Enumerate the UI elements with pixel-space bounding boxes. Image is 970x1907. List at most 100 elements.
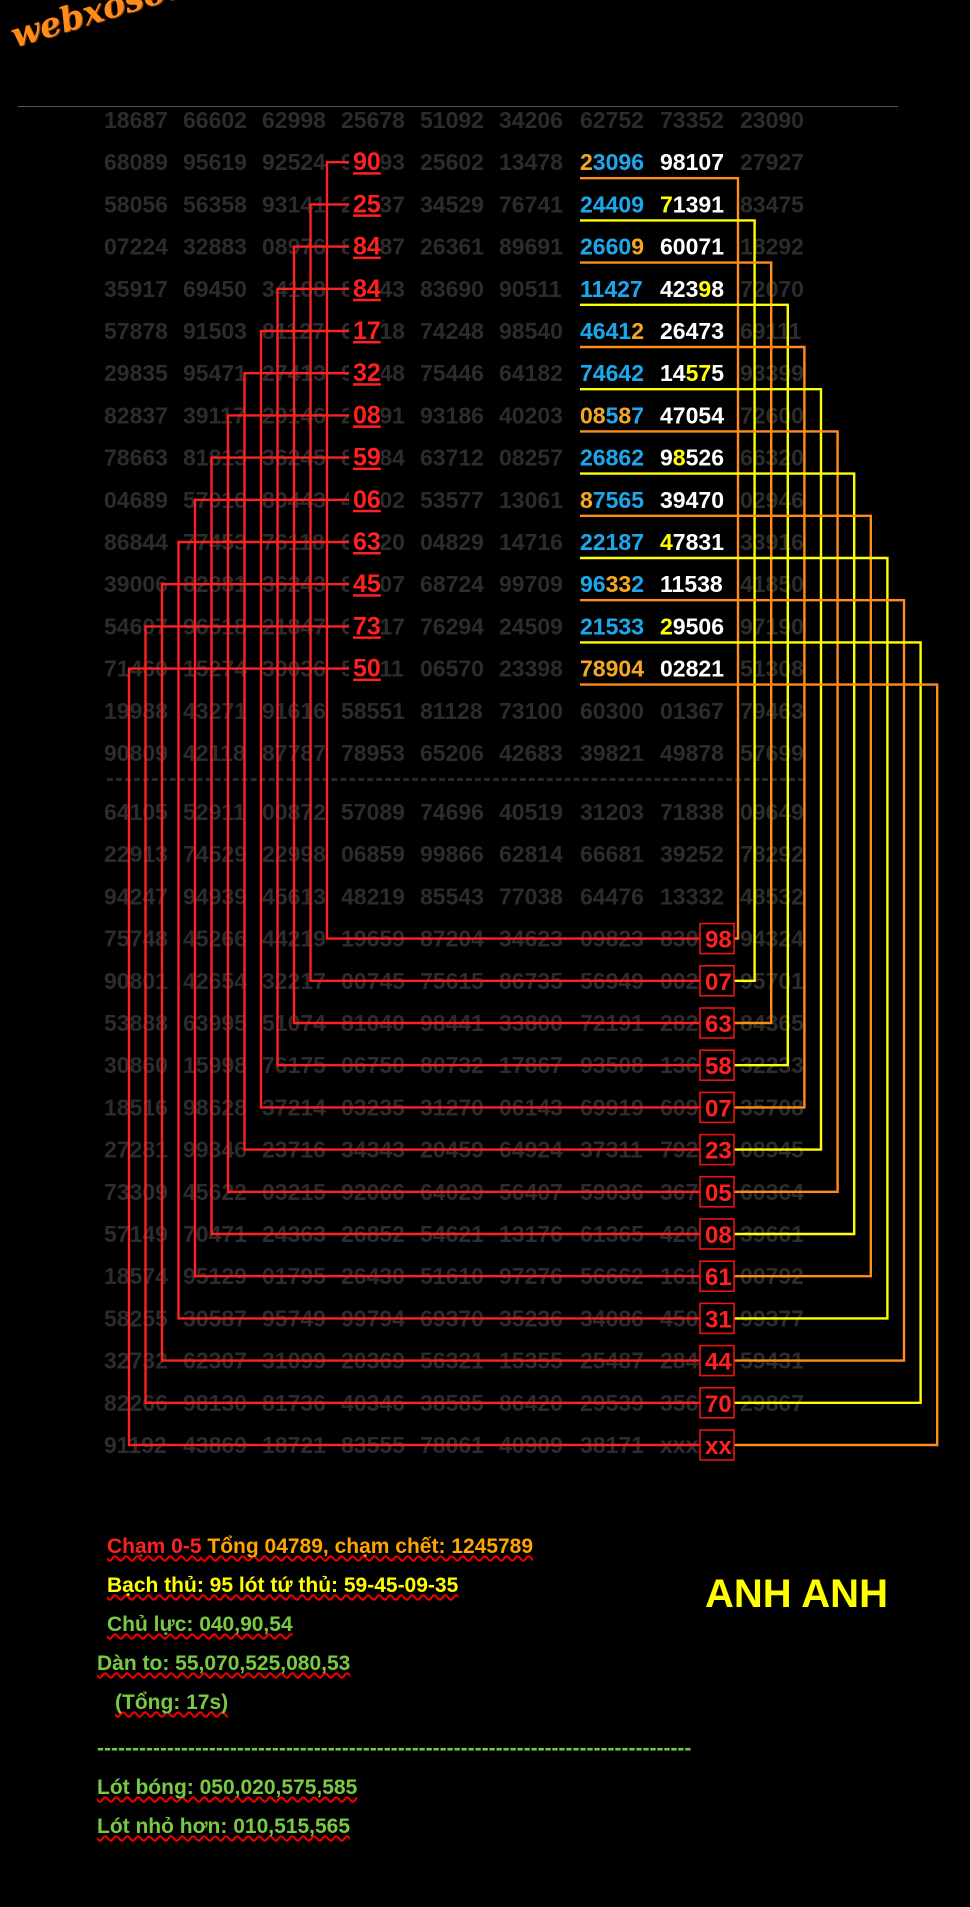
digit: 0	[686, 402, 699, 428]
right-mark: 61	[705, 1264, 732, 1291]
grid-number: 73100	[499, 698, 563, 724]
left-mark: 90	[353, 148, 381, 176]
highlight-number: 74642	[580, 360, 644, 386]
grid-number: 13478	[499, 149, 563, 175]
connector-line	[259, 329, 700, 1109]
grid-number: 78953	[341, 740, 405, 766]
grid-number: 94247	[104, 883, 168, 909]
right-mark: 70	[705, 1391, 732, 1418]
digit: 8	[673, 149, 686, 175]
digit: 1	[686, 149, 699, 175]
digit: 8	[686, 529, 699, 555]
highlight-number: 26609	[580, 234, 644, 260]
grid-number: 47054	[660, 402, 724, 428]
grid-number: 69450	[183, 276, 247, 302]
grid-number: 32883	[183, 234, 247, 260]
highlight-number: 23096	[580, 149, 644, 175]
header-divider	[18, 106, 898, 107]
right-mark: 98	[705, 927, 732, 954]
grid-number: 46412	[580, 318, 644, 344]
note-text: Dàn to: 55,070,525,080,53	[97, 1652, 351, 1675]
grid-number: 26862	[580, 445, 644, 471]
digit: 4	[711, 402, 724, 428]
digit: 6	[593, 234, 606, 260]
digit: 9	[580, 571, 593, 597]
left-mark: 59	[353, 444, 381, 472]
mark-bg	[349, 188, 381, 217]
grid-number: 57149	[104, 1221, 168, 1247]
right-mark-box	[699, 1429, 735, 1461]
digit: 4	[631, 656, 644, 682]
highlight-number: 22187	[580, 529, 644, 555]
digit: 3	[631, 613, 644, 639]
mark-bg	[349, 146, 381, 175]
mark-bg	[349, 526, 381, 554]
digit: 2	[631, 360, 644, 386]
grid-number: 31203	[580, 799, 644, 825]
right-mark: 07	[705, 1095, 732, 1122]
grid-number: 39470	[660, 487, 724, 513]
digit: 8	[618, 529, 631, 555]
connector-line	[580, 556, 889, 1320]
grid-number: 94939	[183, 883, 247, 909]
digit: 8	[593, 402, 606, 428]
digit: 1	[660, 360, 673, 386]
digit: 4	[604, 276, 617, 302]
digit: 0	[673, 234, 686, 260]
highlight-number: 87565	[580, 487, 644, 513]
grid-number: 34206	[499, 107, 563, 133]
note-line: (Tổng: 17s)	[115, 1691, 228, 1715]
grid-number: 95471	[183, 360, 247, 386]
highlight-number: 46412	[580, 318, 644, 344]
highlight-number: 21533	[580, 613, 644, 639]
left-mark: 63	[353, 528, 381, 556]
connector-line	[144, 625, 700, 1404]
grid-number: 73309	[104, 1179, 168, 1205]
grid-number: 08257	[499, 445, 563, 471]
digit: 8	[711, 276, 724, 302]
connector-line	[325, 161, 700, 940]
grid-number: 18516	[104, 1094, 168, 1120]
mark-bg	[349, 483, 381, 512]
grid-number: 25678	[341, 107, 405, 133]
grid-number: 77038	[499, 883, 563, 909]
note-text: Tổng 04789, chạm chết: 1245789	[201, 1535, 534, 1558]
digit: 3	[660, 487, 673, 513]
grid-number: 60300	[580, 698, 644, 724]
connector-line	[309, 203, 700, 982]
highlight-number: 96332	[580, 571, 644, 597]
digit: 2	[698, 656, 711, 682]
digit: 2	[580, 613, 593, 639]
digit: 3	[686, 191, 699, 217]
grid-number: 22913	[104, 841, 168, 867]
digit: 6	[673, 318, 686, 344]
grid-number: 18292	[740, 234, 804, 260]
digit: 7	[673, 529, 686, 555]
digit: 0	[580, 402, 593, 428]
note-line: Chạm 0-5 Tổng 04789, chạm chết: 1245789	[107, 1535, 533, 1559]
left-mark: 06	[353, 486, 381, 514]
grid-number: 26473	[660, 318, 724, 344]
digit: 2	[631, 445, 644, 471]
grid-number: 76294	[420, 613, 484, 639]
digit: 7	[631, 529, 644, 555]
grid-number: 08587	[580, 402, 644, 428]
grid-number: 99346	[183, 1137, 247, 1163]
note-text: ----------------------------------------…	[97, 1737, 692, 1760]
grid-number: 98526	[660, 445, 724, 471]
highlight-number: 78904	[580, 656, 644, 682]
digit: 6	[618, 445, 631, 471]
digit: 8	[606, 445, 619, 471]
grid-number: 45266	[183, 926, 247, 952]
grid-number: 42398	[660, 276, 724, 302]
highlight-number: 39470	[660, 487, 724, 513]
digit: 5	[606, 613, 619, 639]
digit: 6	[711, 445, 724, 471]
right-mark: 08	[705, 1222, 732, 1249]
grid-number: 23090	[740, 107, 804, 133]
grid-number: 75748	[104, 926, 168, 952]
note-line: Dàn to: 55,070,525,080,53	[97, 1652, 350, 1676]
digit: 1	[580, 276, 593, 302]
grid-number: 73352	[660, 107, 724, 133]
digit: 4	[660, 402, 673, 428]
